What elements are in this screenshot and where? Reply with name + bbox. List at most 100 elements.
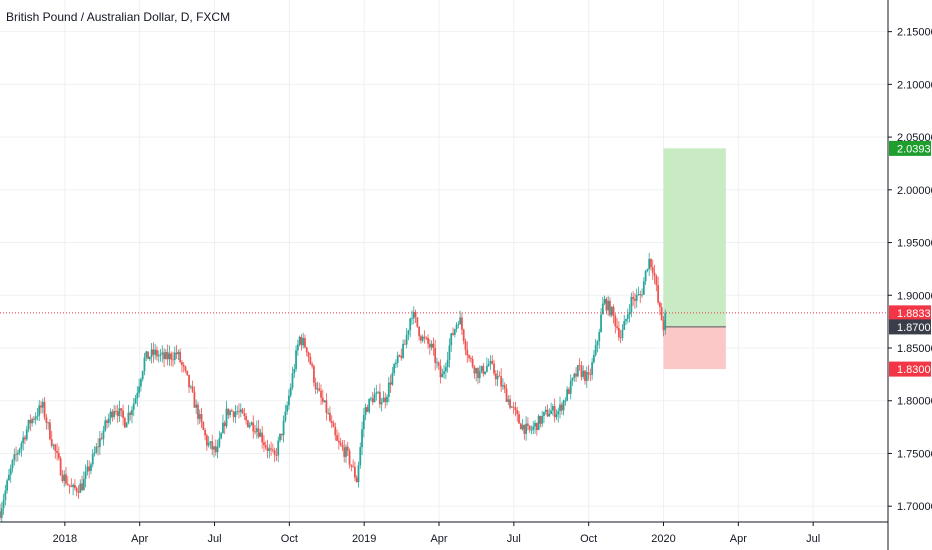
candle xyxy=(184,365,187,374)
candle xyxy=(129,410,132,421)
candle-body xyxy=(354,466,356,478)
candle-body xyxy=(400,355,403,358)
candle xyxy=(521,419,524,431)
candle xyxy=(282,415,285,443)
candle xyxy=(469,355,472,363)
candle xyxy=(111,409,114,422)
candle-body xyxy=(332,423,335,427)
price-axis[interactable]: 1.70000 1.75000 1.80000 1.85000 1.90000 1.950… xyxy=(887,0,932,550)
price-tick-label: 1.85000 xyxy=(897,343,932,355)
candle-body xyxy=(389,382,392,385)
candle xyxy=(102,425,105,446)
candle xyxy=(172,351,174,367)
candle-body xyxy=(95,446,98,453)
candle-body xyxy=(519,423,522,430)
candle xyxy=(239,403,242,418)
candle xyxy=(68,484,71,494)
candle xyxy=(213,445,215,458)
candle xyxy=(295,345,297,372)
candle-body xyxy=(384,397,387,403)
candle-body xyxy=(40,405,42,408)
candle xyxy=(70,478,73,488)
profit-zone[interactable] xyxy=(663,148,726,327)
candle-body xyxy=(127,412,130,423)
candle-body xyxy=(436,362,438,364)
candle-body xyxy=(325,400,328,413)
candle xyxy=(568,387,570,395)
candle-body xyxy=(368,399,371,412)
candle-body xyxy=(90,464,92,471)
candle-body xyxy=(527,423,529,426)
candle xyxy=(22,431,25,451)
candle-body xyxy=(245,416,248,421)
candle xyxy=(507,395,510,406)
candle xyxy=(72,483,75,496)
candle-body xyxy=(200,414,203,422)
candle-body xyxy=(592,354,595,363)
candle-body xyxy=(575,373,577,377)
candle xyxy=(24,435,26,445)
candle-body xyxy=(24,437,26,440)
time-tick-label: Jul xyxy=(507,533,521,545)
candle-body xyxy=(197,404,199,419)
candle xyxy=(498,371,501,377)
candle xyxy=(425,336,428,341)
candle-body xyxy=(16,452,19,455)
candle xyxy=(464,338,467,356)
candle xyxy=(232,410,235,423)
candle-body xyxy=(617,327,620,338)
candle-body xyxy=(496,375,499,380)
candle xyxy=(562,399,565,416)
candle-body xyxy=(211,441,214,450)
candle-body xyxy=(603,298,606,304)
candle xyxy=(238,403,240,419)
candle-body xyxy=(74,484,76,489)
candle-body xyxy=(107,418,110,424)
candle-body xyxy=(544,409,547,412)
candle-body xyxy=(420,336,422,341)
loss-zone[interactable] xyxy=(663,326,726,370)
candle xyxy=(585,366,588,388)
time-axis[interactable]: 2018 Apr Jul Oct 2019 Apr Jul Oct 2020 Apr Jul xyxy=(0,521,888,545)
candle xyxy=(59,456,62,476)
candle xyxy=(594,339,597,357)
target-price-tag: 2.03930 xyxy=(889,140,932,156)
candle xyxy=(544,406,547,415)
candle-body xyxy=(261,432,264,443)
candle xyxy=(423,330,426,344)
candle-body xyxy=(559,404,561,412)
candle-body xyxy=(243,413,246,417)
long-position-tool[interactable] xyxy=(663,148,726,370)
candle xyxy=(15,446,17,463)
candle xyxy=(16,449,19,462)
candle xyxy=(27,419,30,433)
candle xyxy=(97,438,99,456)
candle xyxy=(569,374,572,400)
candle-body xyxy=(70,486,73,488)
candle-body xyxy=(182,364,185,367)
candle-body xyxy=(250,422,253,426)
candle xyxy=(209,440,212,449)
candle-body xyxy=(582,370,585,377)
candle-body xyxy=(13,454,16,461)
candle-body xyxy=(585,372,588,381)
candle xyxy=(38,400,41,422)
candle-body xyxy=(295,350,297,370)
candle xyxy=(157,350,160,363)
candle-body xyxy=(532,426,535,430)
candle xyxy=(393,362,396,377)
candle xyxy=(500,368,503,393)
price-tick-label: 1.80000 xyxy=(897,396,932,408)
candle xyxy=(229,409,231,418)
candle-body xyxy=(573,373,576,378)
candle-body xyxy=(134,398,137,404)
candle xyxy=(321,389,324,405)
candle xyxy=(430,340,433,351)
candle-body xyxy=(478,371,481,379)
candle-body xyxy=(213,446,215,450)
candle xyxy=(52,443,55,450)
candle-body xyxy=(568,389,570,394)
candle-body xyxy=(59,458,62,476)
candle xyxy=(391,367,394,386)
